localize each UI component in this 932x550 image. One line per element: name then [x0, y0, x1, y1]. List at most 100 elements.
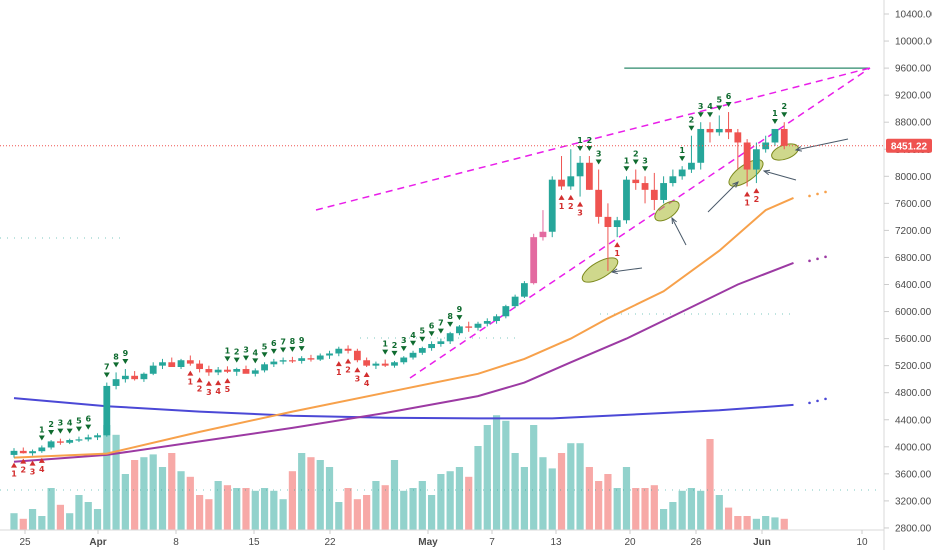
candle-body	[196, 363, 203, 370]
volume-bar	[372, 481, 380, 530]
candle-body	[632, 179, 640, 184]
volume-bar	[19, 518, 27, 530]
buy-setup-count: 2	[197, 384, 203, 393]
date-tick-label: Apr	[89, 537, 106, 548]
candle-body	[391, 362, 398, 366]
candle-body	[168, 362, 176, 368]
volume-bar	[511, 453, 519, 530]
candle-body	[335, 348, 343, 354]
date-tick-label: May	[418, 537, 438, 548]
price-tick-label: 4400.00	[895, 415, 932, 426]
volume-bar	[149, 454, 157, 530]
volume-bar	[567, 443, 575, 530]
sell-setup-arrow	[716, 105, 723, 111]
candle-body	[567, 176, 575, 187]
volume-bar	[715, 495, 723, 530]
volume-bar	[502, 420, 510, 530]
sell-setup-arrow	[122, 359, 129, 365]
ma-orange-line	[13, 196, 794, 459]
volume-bar	[557, 453, 566, 530]
candle-body	[715, 128, 723, 133]
ma-purple-line-projection	[808, 259, 811, 263]
volume-bar	[724, 507, 733, 530]
candle-body	[344, 348, 352, 351]
volume-bar	[158, 467, 167, 530]
volume-bar	[196, 495, 204, 530]
sell-setup-count: 3	[596, 150, 602, 159]
sell-setup-count: 1	[624, 156, 630, 165]
sell-setup-count: 9	[457, 305, 463, 314]
date-tick-label: 8	[173, 537, 179, 548]
volume-bar	[223, 485, 232, 530]
price-tick-label: 7600.00	[895, 199, 932, 210]
candle-body	[743, 142, 751, 170]
moving-averages	[13, 190, 827, 463]
candle-body	[493, 316, 500, 322]
sell-setup-count: 6	[85, 415, 91, 424]
ma-orange-line-projection	[816, 192, 819, 196]
price-tick-label: 5600.00	[895, 334, 932, 345]
candle-body	[242, 369, 250, 374]
price-tick-label: 6000.00	[895, 307, 932, 318]
sell-setup-count: 3	[642, 156, 648, 165]
sell-setup-arrow	[75, 426, 82, 432]
volume-bar	[780, 518, 788, 530]
sell-setup-arrow	[781, 112, 788, 118]
volume-bar	[84, 502, 92, 530]
volume-bar	[298, 453, 306, 530]
candle-body	[706, 128, 714, 133]
price-tick-label: 9200.00	[895, 91, 932, 102]
volume-bar	[446, 471, 454, 530]
volume-bar	[140, 457, 148, 530]
sell-setup-count: 1	[225, 346, 231, 355]
buy-setup-arrow	[205, 380, 212, 386]
candlesticks	[10, 112, 788, 458]
sell-setup-count: 8	[290, 337, 296, 346]
buy-setup-count: 5	[225, 385, 231, 394]
price-axis[interactable]: 10400.0010000.009600.009200.008800.00840…	[884, 10, 932, 535]
candle-body	[771, 128, 779, 143]
volume-bar	[428, 495, 436, 530]
arrow-head	[794, 146, 802, 152]
price-tick-label: 5200.00	[895, 361, 932, 372]
volume-bar	[595, 481, 603, 530]
candle-body	[753, 149, 760, 170]
sell-setup-arrow	[707, 112, 713, 118]
ma-orange-line-projection	[808, 194, 811, 198]
volume-bar	[409, 488, 417, 530]
candle-body	[502, 306, 510, 317]
candle-body	[112, 379, 120, 386]
sell-setup-arrow	[419, 336, 426, 342]
volume-bar	[260, 488, 269, 530]
buy-setup-arrow	[577, 201, 584, 207]
drawing-annotations	[315, 67, 871, 379]
volume-bar	[660, 509, 668, 530]
candle-body	[29, 451, 36, 454]
sell-setup-count: 8	[113, 352, 119, 361]
candle-body	[261, 364, 268, 371]
sell-setup-count: 2	[392, 341, 398, 350]
candle-body	[595, 189, 603, 217]
sell-setup-arrow	[447, 321, 454, 327]
buy-setup-count: 4	[39, 465, 45, 474]
buy-setup-count: 2	[20, 466, 26, 475]
sell-setup-arrow	[391, 350, 398, 356]
buy-setup-count: 3	[577, 209, 583, 218]
date-axis[interactable]: 25 Apr 8 15 22 May 7 13 20 26 Jun 10	[19, 530, 868, 548]
candle-body	[233, 369, 241, 372]
volume-bar	[242, 488, 250, 530]
date-tick-label: 15	[248, 537, 260, 548]
sell-setup-arrow	[623, 166, 630, 172]
candle-body	[688, 162, 695, 170]
candle-body	[650, 189, 658, 200]
sell-setup-arrow	[48, 430, 55, 436]
volume-bar	[233, 488, 241, 530]
candle-body	[437, 341, 445, 345]
candle-body	[381, 363, 389, 366]
sell-setup-arrow	[243, 355, 249, 361]
highlight-ellipse	[654, 200, 680, 222]
candle-body	[270, 361, 278, 365]
volume-bar	[576, 443, 584, 530]
arrow-head	[610, 268, 618, 275]
